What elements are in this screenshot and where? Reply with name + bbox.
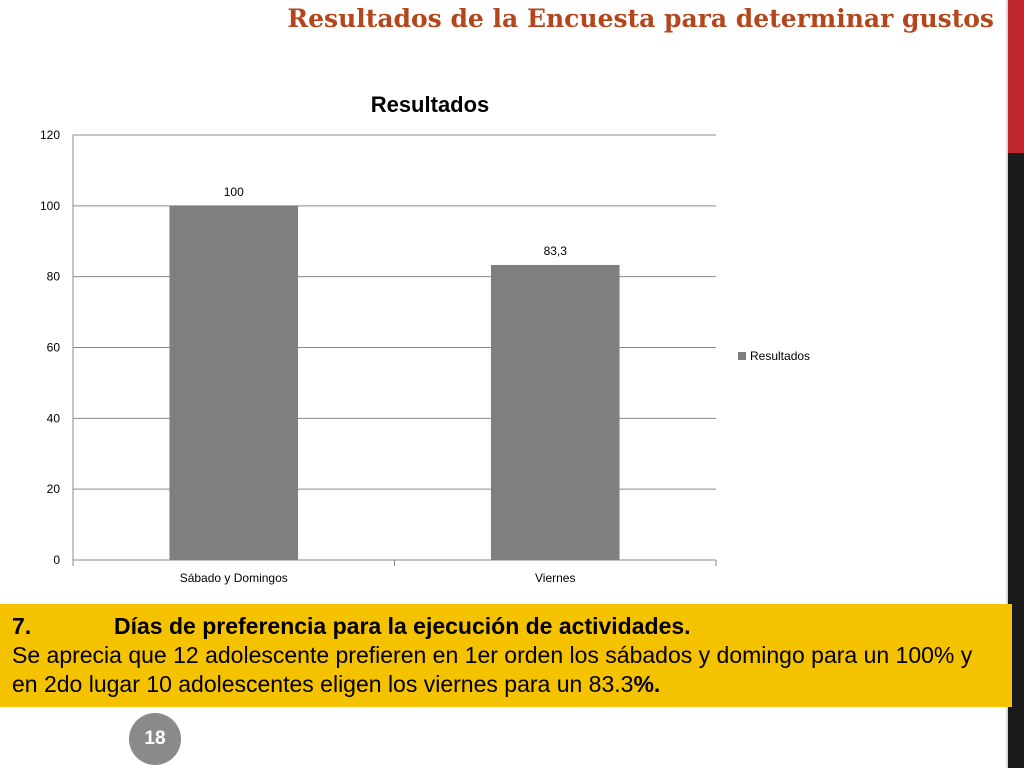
- summary-callout: 7. Días de preferencia para la ejecución…: [0, 604, 1012, 707]
- callout-body: Se aprecia que 12 adolescente prefieren …: [12, 641, 1002, 699]
- slide-title: Resultados de la Encuesta para determina…: [287, 4, 994, 33]
- y-tick-label: 40: [47, 411, 61, 425]
- x-tick-label: Viernes: [535, 571, 575, 585]
- y-tick-label: 60: [47, 341, 61, 355]
- callout-heading-text: Días de preferencia para la ejecución de…: [114, 613, 691, 639]
- y-tick-labels: 0 20 40 60 80 100 120: [40, 128, 60, 567]
- callout-body-end: %.: [633, 671, 661, 697]
- legend: Resultados: [738, 349, 810, 363]
- side-divider: [1006, 0, 1008, 768]
- data-label: 83,3: [544, 244, 568, 258]
- x-tick-labels: Sábado y Domingos Viernes: [180, 571, 576, 585]
- y-tick-label: 100: [40, 199, 60, 213]
- side-accent-dark: [1008, 153, 1024, 768]
- bars: 100 83,3: [169, 185, 620, 560]
- x-tick-label: Sábado y Domingos: [180, 571, 288, 585]
- y-tick-label: 80: [47, 270, 61, 284]
- y-tick-label: 120: [40, 128, 60, 142]
- callout-number: 7.: [12, 613, 32, 639]
- callout-heading: 7. Días de preferencia para la ejecución…: [12, 612, 1002, 641]
- callout-body-text: Se aprecia que 12 adolescente prefieren …: [12, 642, 973, 697]
- side-accent-red: [1008, 0, 1024, 153]
- data-label: 100: [224, 185, 244, 199]
- bar: [490, 264, 620, 560]
- bar: [169, 205, 299, 560]
- page-number: 18: [129, 713, 181, 765]
- y-tick-label: 0: [53, 553, 60, 567]
- bar-chart: Resultados 100 83,3 0 20 40 60 80 100 120 Sábad…: [40, 92, 810, 585]
- legend-swatch: [738, 352, 746, 360]
- y-tick-label: 20: [47, 482, 61, 496]
- chart-title: Resultados: [371, 92, 490, 117]
- legend-label: Resultados: [750, 349, 810, 363]
